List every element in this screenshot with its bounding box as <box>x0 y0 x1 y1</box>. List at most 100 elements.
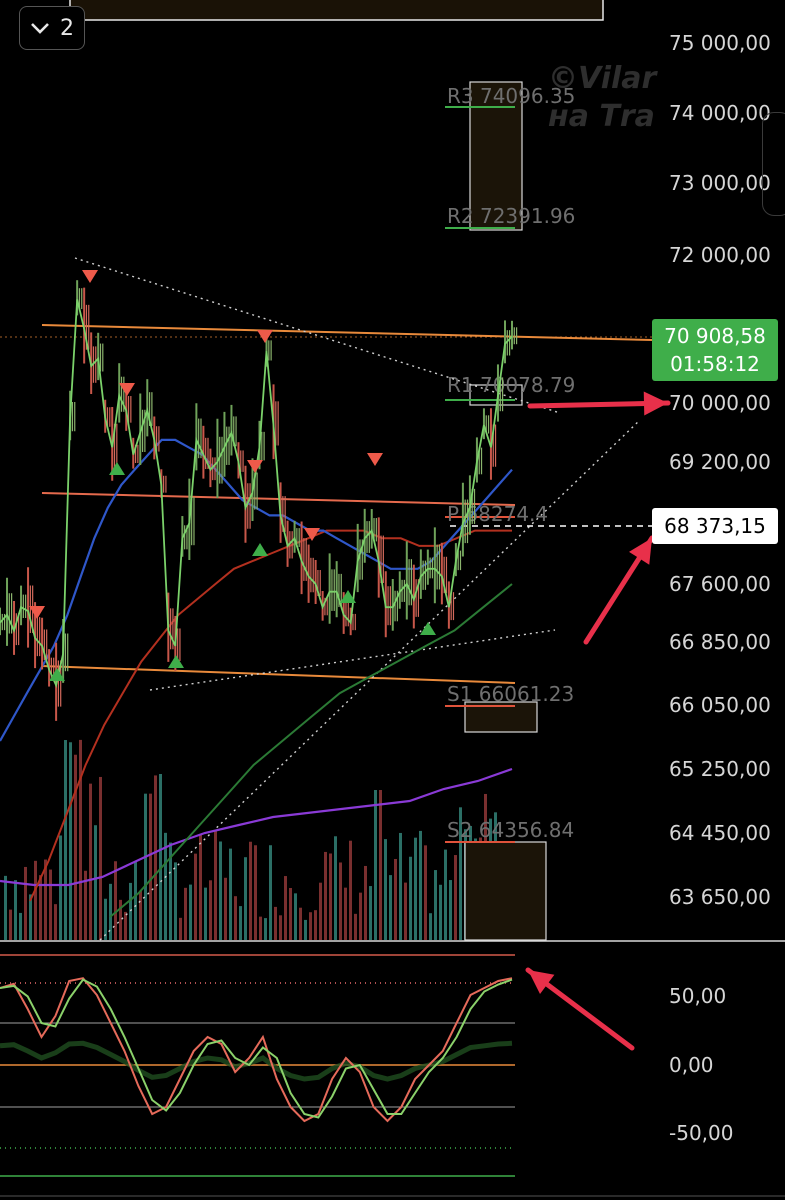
sell-signal <box>304 528 320 541</box>
sell-signal <box>29 606 45 619</box>
sell-signal <box>367 453 383 466</box>
sma-blue <box>0 438 513 742</box>
volume-bar <box>359 892 362 940</box>
volume-bar <box>49 869 52 940</box>
volume-bar <box>299 907 302 940</box>
volume-bar <box>439 884 442 940</box>
osc-main-line <box>0 978 513 1119</box>
price-axis-label: 66 850,00 <box>669 630 771 654</box>
sell-signal <box>247 460 263 473</box>
support-line <box>41 665 516 684</box>
watermark-line2: на Тra <box>548 99 655 134</box>
volume-bar <box>409 856 412 940</box>
volume-bar <box>94 825 97 940</box>
volume-bar <box>64 740 67 940</box>
osc-signal-line <box>0 977 513 1123</box>
buy-signal <box>109 462 125 475</box>
volume-bar <box>404 882 407 940</box>
arrow-to-cursor-head <box>629 538 652 565</box>
volume-bar <box>189 884 192 940</box>
volume-bar <box>459 807 462 940</box>
volume-bar <box>434 870 437 940</box>
volume-bar <box>214 830 217 940</box>
volume-bar <box>164 832 167 940</box>
volume-bar <box>279 915 282 940</box>
oscillator-axis-label: 0,00 <box>669 1053 714 1077</box>
dotted-trend-down <box>74 257 561 414</box>
sma-red <box>29 529 512 902</box>
volume-bar <box>234 896 237 940</box>
buy-signal <box>340 590 356 603</box>
volume-bar <box>194 853 197 940</box>
chevron-down-icon <box>31 23 49 34</box>
price-line <box>0 299 513 689</box>
volume-bar <box>264 918 267 940</box>
volume-bar <box>319 882 322 940</box>
volume-bar <box>339 862 342 940</box>
volume-bar <box>59 835 62 940</box>
oscillator-axis-label: -50,00 <box>669 1121 733 1145</box>
pivot-label: S2 64356.84 <box>447 818 574 842</box>
buy-signal <box>420 622 436 635</box>
volume-bar <box>229 848 232 940</box>
volume-bar <box>354 913 357 940</box>
volume-bar <box>374 790 377 940</box>
pivot-label: R3 74096.35 <box>447 84 575 108</box>
candle-countdown: 01:58:12 <box>670 352 760 376</box>
arrow-to-70000-head <box>643 391 668 416</box>
scroll-handle[interactable] <box>762 112 785 216</box>
volume-bar <box>9 909 12 940</box>
volume-bar <box>244 857 247 940</box>
oscillator-pane <box>0 954 515 1177</box>
volume-bar <box>144 793 147 940</box>
volume-bar <box>139 890 142 940</box>
volume-bar <box>424 845 427 940</box>
volume-bar <box>369 886 372 940</box>
price-axis-label: 67 600,00 <box>669 572 771 596</box>
collapse-indicators-button[interactable]: 2 <box>19 6 85 50</box>
volume-bar <box>364 865 367 940</box>
volume-bar <box>334 836 337 940</box>
top-frame <box>69 0 604 21</box>
volume-bar <box>454 855 457 940</box>
price-axis-label: 66 050,00 <box>669 693 771 717</box>
dotted-trend-up <box>99 419 641 941</box>
volume-bar <box>19 912 22 940</box>
volume-bar <box>314 910 317 940</box>
pivot-label: R1 70078.79 <box>447 373 575 397</box>
volume-bar <box>249 841 252 940</box>
volume-bar <box>99 776 102 940</box>
buy-signal <box>49 668 65 681</box>
volume-bar <box>349 840 352 940</box>
volume-bar <box>304 919 307 940</box>
volume-bar <box>449 880 452 940</box>
annotations <box>525 391 671 1051</box>
volume-bar <box>209 880 212 940</box>
price-axis-label: 75 000,00 <box>669 31 771 55</box>
pivot-label: R2 72391.96 <box>447 204 575 228</box>
volume-bar <box>329 853 332 940</box>
volume-bar <box>174 862 177 940</box>
watermark-line1: ©Vilar <box>548 61 659 96</box>
volume-bar <box>119 899 122 940</box>
dotted-trend-flat <box>149 629 556 691</box>
price-axis-label: 65 250,00 <box>669 757 771 781</box>
price-bars <box>0 280 518 721</box>
sell-signal <box>257 330 273 343</box>
volume-bar <box>394 858 397 940</box>
volume-bar <box>184 887 187 940</box>
buy-signal <box>168 655 184 668</box>
volume-bar <box>124 911 127 940</box>
volume-bar <box>44 859 47 940</box>
pivot-label: S1 66061.23 <box>447 682 574 706</box>
volume-bar <box>379 790 382 940</box>
volume-bar <box>204 887 207 940</box>
volume-bar <box>429 913 432 940</box>
volume-bar <box>399 832 402 940</box>
volume-bars <box>4 739 517 940</box>
volume-bar <box>239 906 242 940</box>
price-axis-label: 70 000,00 <box>669 391 771 415</box>
volume-bar <box>69 742 72 940</box>
